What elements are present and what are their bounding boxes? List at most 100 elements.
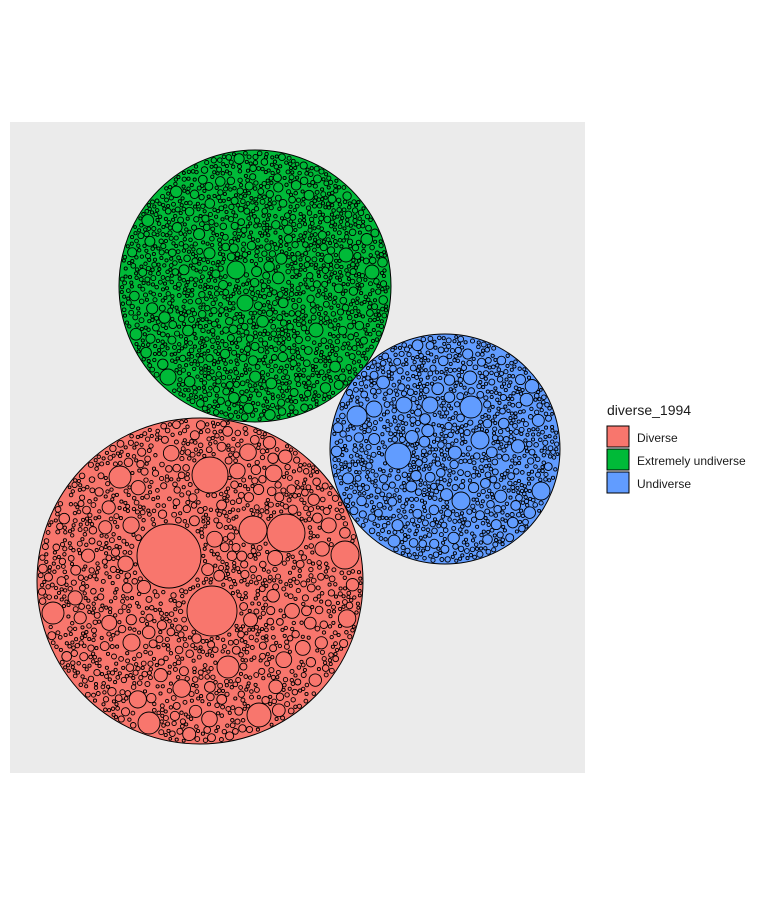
leaf-circle	[284, 242, 289, 247]
leaf-circle	[217, 356, 223, 362]
leaf-circle	[93, 682, 99, 687]
leaf-circle	[359, 461, 364, 466]
leaf-circle	[286, 279, 292, 285]
leaf-circle	[482, 534, 493, 545]
leaf-circle	[422, 487, 427, 493]
leaf-circle	[209, 242, 215, 248]
leaf-circle	[312, 247, 317, 253]
leaf-circle	[257, 381, 263, 387]
leaf-circle	[241, 542, 246, 547]
leaf-circle	[163, 655, 169, 662]
leaf-circle	[257, 222, 263, 228]
leaf-circle	[303, 261, 311, 268]
leaf-circle	[226, 252, 236, 262]
leaf-circle	[239, 611, 244, 616]
leaf-circle	[265, 448, 270, 454]
leaf-circle	[481, 529, 486, 534]
leaf-circle	[443, 509, 452, 518]
leaf-circle	[422, 394, 427, 399]
leaf-circle	[321, 177, 326, 182]
leaf-circle	[168, 248, 177, 258]
leaf-circle	[117, 715, 125, 723]
leaf-circle	[436, 484, 444, 492]
leaf-circle	[109, 444, 117, 453]
leaf-circle	[87, 518, 93, 524]
leaf-circle	[70, 533, 75, 538]
leaf-circle	[71, 523, 76, 528]
leaf-circle	[526, 440, 533, 448]
leaf-circle	[192, 670, 197, 675]
leaf-circle	[399, 529, 404, 534]
leaf-circle	[356, 605, 361, 610]
leaf-circle	[91, 637, 96, 643]
leaf-circle	[161, 642, 167, 648]
leaf-circle	[108, 516, 114, 522]
leaf-circle	[201, 240, 206, 245]
leaf-circle	[177, 324, 182, 329]
leaf-circle	[290, 255, 298, 262]
leaf-circle	[243, 658, 249, 663]
leaf-circle	[157, 509, 168, 519]
leaf-circle	[127, 247, 138, 258]
leaf-circle	[49, 520, 54, 525]
leaf-circle	[307, 182, 312, 188]
leaf-circle	[280, 375, 286, 381]
leaf-circle	[369, 344, 374, 350]
leaf-circle	[181, 171, 186, 175]
leaf-circle	[426, 532, 433, 538]
leaf-circle	[462, 370, 478, 385]
leaf-circle	[532, 502, 538, 508]
leaf-circle	[377, 467, 383, 472]
leaf-circle	[151, 291, 157, 297]
leaf-circle	[320, 197, 325, 202]
leaf-circle	[208, 385, 213, 391]
leaf-circle	[403, 357, 409, 362]
leaf-circle	[127, 603, 133, 609]
leaf-circle	[199, 221, 205, 227]
leaf-circle	[306, 380, 312, 386]
leaf-circle	[107, 677, 112, 682]
leaf-circle	[344, 351, 350, 357]
leaf-circle	[355, 459, 361, 464]
leaf-circle	[228, 159, 234, 165]
leaf-circle	[302, 500, 307, 506]
leaf-circle	[490, 404, 495, 409]
leaf-circle	[100, 603, 105, 608]
leaf-circle	[206, 348, 211, 353]
leaf-circle	[222, 326, 230, 334]
leaf-circle	[70, 640, 75, 645]
leaf-circle	[84, 684, 89, 689]
leaf-circle	[173, 607, 178, 612]
leaf-circle	[295, 588, 301, 594]
leaf-circle	[308, 573, 314, 579]
leaf-circle	[526, 471, 531, 476]
leaf-circle	[199, 370, 204, 375]
leaf-circle	[233, 582, 238, 587]
leaf-circle	[161, 503, 167, 508]
leaf-circle	[386, 357, 392, 363]
leaf-circle	[88, 526, 98, 535]
leaf-circle	[322, 507, 331, 516]
leaf-circle	[366, 297, 371, 303]
leaf-circle	[310, 550, 315, 555]
leaf-circle	[415, 384, 420, 390]
leaf-circle	[214, 185, 219, 190]
leaf-circle	[182, 298, 187, 304]
leaf-circle	[337, 475, 343, 481]
leaf-circle	[352, 214, 358, 219]
leaf-circle	[287, 649, 292, 654]
leaf-circle	[430, 557, 436, 563]
leaf-circle	[344, 234, 350, 240]
leaf-circle	[180, 381, 186, 387]
legend-key-extremely-undiverse	[606, 448, 630, 471]
leaf-circle	[247, 318, 254, 325]
leaf-circle	[264, 634, 269, 639]
leaf-circle	[224, 312, 229, 317]
leaf-circle	[152, 323, 160, 332]
leaf-circle	[319, 226, 324, 231]
leaf-circle	[296, 238, 301, 243]
leaf-circle	[334, 375, 339, 380]
leaf-circle	[153, 371, 160, 378]
leaf-circle	[359, 336, 368, 345]
leaf-circle	[293, 190, 298, 196]
